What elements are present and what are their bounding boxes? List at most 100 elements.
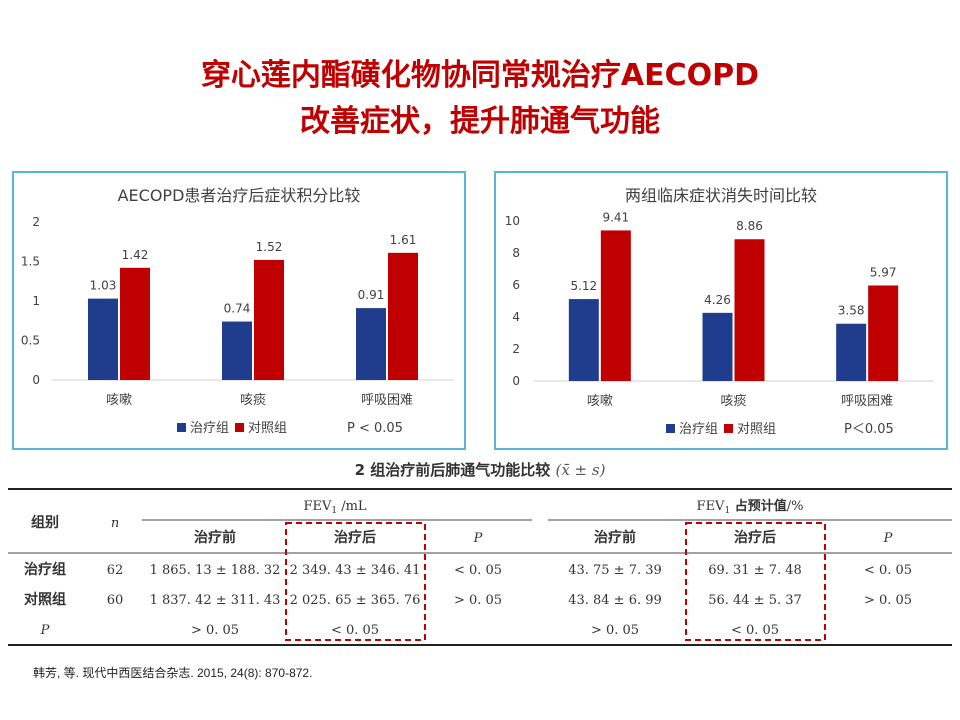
legend-label: 治疗组 xyxy=(190,421,229,436)
category-label: 咳痰 xyxy=(720,393,746,409)
pct-after-header: 治疗后 xyxy=(734,529,776,546)
y-tick-label: 0 xyxy=(32,373,40,387)
data-label: 8.86 xyxy=(736,219,763,233)
fev1-p-header: P xyxy=(473,531,483,546)
row-fev1-before: 1 865. 13 ± 188. 32 xyxy=(150,563,281,578)
p-value-note: P < 0.05 xyxy=(347,421,403,436)
fev1-header: FEV1 /mL xyxy=(303,499,366,516)
fev1pct-header-unit: /% xyxy=(787,499,804,514)
table-caption-text: 2 组治疗前后肺通气功能比较 xyxy=(354,461,551,479)
legend-swatch xyxy=(724,424,733,433)
bar-control xyxy=(254,259,284,380)
bar-control xyxy=(868,285,899,381)
fev1-after-header: 治疗后 xyxy=(334,529,376,546)
data-label: 1.42 xyxy=(122,248,149,262)
y-tick-label: 0.5 xyxy=(21,334,40,348)
bar-treatment xyxy=(702,312,733,381)
row-group: 对照组 xyxy=(24,591,66,608)
category-label: 咳嗽 xyxy=(106,393,132,408)
fev1pct-header: FEV1 占预计值/% xyxy=(697,498,804,516)
col-group-header: 组别 xyxy=(31,514,59,531)
p-value-note: P＜0.05 xyxy=(844,422,894,437)
chart-title: 两组临床症状消失时间比较 xyxy=(625,186,817,205)
row-fev1-p: > 0. 05 xyxy=(454,593,502,608)
row-pct-p: > 0. 05 xyxy=(864,593,912,608)
y-tick-label: 2 xyxy=(512,342,520,356)
bar-control xyxy=(734,239,765,381)
table-row: 治疗组 62 1 865. 13 ± 188. 32 2 349. 43 ± 3… xyxy=(24,561,912,578)
y-tick-label: 4 xyxy=(512,310,520,324)
y-tick-label: 8 xyxy=(512,246,520,260)
table-caption-math: (x̄ ± s) xyxy=(555,461,606,479)
y-tick-label: 10 xyxy=(505,214,520,228)
y-tick-label: 0 xyxy=(512,374,520,388)
pct-after-highlight-box xyxy=(685,522,826,641)
data-label: 3.58 xyxy=(838,304,865,318)
fev1pct-header-sub: 1 xyxy=(724,506,730,516)
y-tick-label: 2 xyxy=(32,215,40,229)
bar-control xyxy=(120,267,150,380)
row-pct-after: 69. 31 ± 7. 48 xyxy=(708,563,802,578)
legend-swatch xyxy=(177,423,186,432)
symptom-time-chart-panel: 两组临床症状消失时间比较 0 2 4 6 8 10 5.12 9.41 咳嗽 4.26 8.86 咳痰 3… xyxy=(494,171,948,450)
citation: 韩芳, 等. 现代中西医结合杂志. 2015, 24(8): 870-872. xyxy=(33,666,313,680)
row-pct-after: < 0. 05 xyxy=(731,623,779,638)
data-label: 5.97 xyxy=(870,265,897,279)
row-group: P xyxy=(40,623,50,638)
symptom-score-chart: AECOPD患者治疗后症状积分比较00.511.521.031.42咳嗽0.74… xyxy=(21,186,454,436)
bar-treatment xyxy=(356,308,386,380)
legend-label: 对照组 xyxy=(737,422,776,437)
bar-control xyxy=(600,230,631,381)
fev1-header-text: FEV xyxy=(303,499,332,514)
symptom-score-chart-panel: AECOPD患者治疗后症状积分比较 0 0.5 1 1.5 2 1.03 1.42 咳嗽 0.74… xyxy=(12,171,466,450)
category-label: 咳痰 xyxy=(240,392,266,408)
fev1-before-header: 治疗前 xyxy=(194,529,236,546)
data-label: 9.41 xyxy=(602,210,629,224)
table-caption: 2 组治疗前后肺通气功能比较 (x̄ ± s) xyxy=(0,459,960,480)
fev1-header-unit: /mL xyxy=(337,499,367,514)
row-fev1-after: < 0. 05 xyxy=(331,623,379,638)
legend-label: 治疗组 xyxy=(679,422,718,437)
row-pct-after: 56. 44 ± 5. 37 xyxy=(708,593,802,608)
data-label: 4.26 xyxy=(704,293,731,307)
data-label: 0.74 xyxy=(224,302,251,316)
data-label: 1.61 xyxy=(390,233,417,247)
row-fev1-before: > 0. 05 xyxy=(191,623,239,638)
col-n-header: n xyxy=(111,516,119,531)
row-n: 62 xyxy=(107,563,124,578)
y-tick-label: 1 xyxy=(32,294,40,308)
chart-title: AECOPD患者治疗后症状积分比较 xyxy=(118,186,361,205)
pct-p-header: P xyxy=(883,531,893,546)
fev1-after-highlight-box xyxy=(285,522,426,641)
bar-treatment xyxy=(88,298,118,380)
legend-swatch xyxy=(666,424,675,433)
pct-before-header: 治疗前 xyxy=(594,529,636,546)
symptom-time-chart: 两组临床症状消失时间比较 0 2 4 6 8 10 5.12 9.41 咳嗽 4.26 8.86 咳痰 3… xyxy=(505,186,934,437)
row-group: 治疗组 xyxy=(24,561,66,578)
slide-title-line2: 改善症状，提升肺通气功能 xyxy=(300,104,660,139)
row-fev1-before: 1 837. 42 ± 311. 43 xyxy=(150,593,281,608)
fev1pct-header-label: 占预计值 xyxy=(730,498,787,514)
row-pct-p: < 0. 05 xyxy=(864,563,912,578)
fev1pct-header-text: FEV xyxy=(697,499,726,514)
category-label: 咳嗽 xyxy=(587,394,613,409)
row-pct-before: 43. 75 ± 7. 39 xyxy=(568,563,662,578)
y-tick-label: 1.5 xyxy=(21,255,40,269)
row-fev1-after: 2 349. 43 ± 346. 41 xyxy=(290,563,421,578)
row-fev1-after: 2 025. 65 ± 365. 76 xyxy=(290,593,421,608)
table-row: 对照组 60 1 837. 42 ± 311. 43 2 025. 65 ± 3… xyxy=(24,591,912,608)
legend-swatch xyxy=(235,423,244,432)
row-fev1-p: < 0. 05 xyxy=(454,563,502,578)
data-label: 0.91 xyxy=(358,288,385,302)
row-pct-before: > 0. 05 xyxy=(591,623,639,638)
data-label: 5.12 xyxy=(570,279,597,293)
row-n: 60 xyxy=(107,593,124,608)
table-row: P > 0. 05 < 0. 05 > 0. 05 < 0. 05 xyxy=(40,623,779,638)
bar-control xyxy=(388,252,418,380)
bar-treatment xyxy=(568,299,599,381)
data-label: 1.03 xyxy=(90,279,117,293)
bar-treatment xyxy=(836,323,867,381)
fev1-header-sub: 1 xyxy=(331,506,337,516)
legend-label: 对照组 xyxy=(248,421,287,436)
data-label: 1.52 xyxy=(256,240,283,254)
